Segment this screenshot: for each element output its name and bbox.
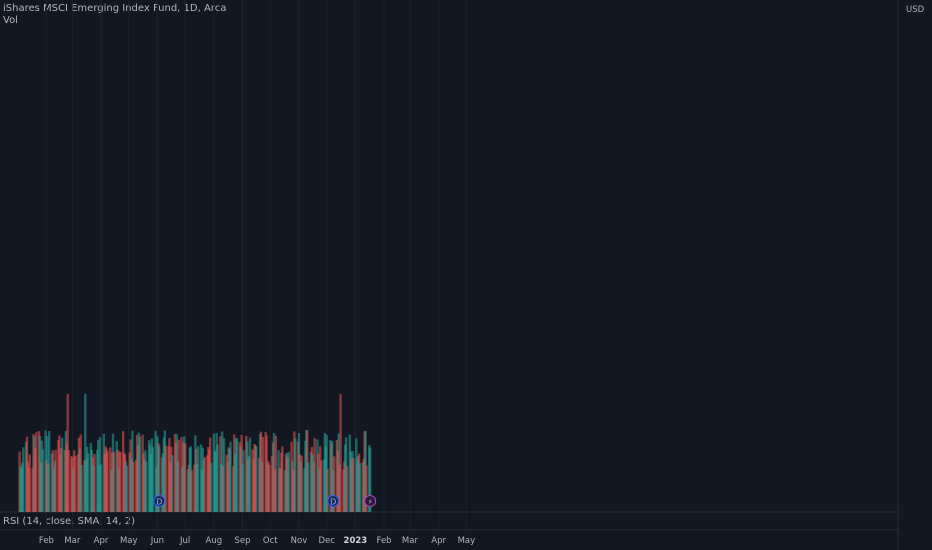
volume-bar	[22, 447, 25, 512]
volume-bar	[171, 454, 174, 512]
volume-bar	[300, 455, 303, 512]
grid	[45, 0, 467, 530]
volume-bar	[145, 461, 148, 512]
volume-bar	[41, 449, 44, 512]
time-tick-label: Sep	[235, 536, 251, 546]
symbol-title[interactable]: iShares MSCI Emerging Index Fund, 1D, Ar…	[3, 3, 227, 14]
volume-bar	[222, 438, 226, 512]
volume-bar	[332, 456, 336, 512]
volume-bar	[365, 465, 368, 512]
dividend-marker-icon	[153, 495, 166, 507]
volume-bar	[132, 461, 135, 512]
volume-bar	[248, 437, 252, 512]
chart-header: iShares MSCI Emerging Index Fund, 1D, Ar…	[3, 3, 226, 27]
event-markers: D D ⚡	[153, 495, 377, 507]
volume-bar	[307, 462, 310, 512]
volume-bar	[151, 447, 154, 512]
volume-bar	[209, 462, 213, 512]
time-tick-label: Mar	[402, 536, 419, 546]
volume-bar	[281, 446, 284, 512]
volume-bar	[60, 437, 64, 512]
time-tick-label: May	[458, 536, 476, 546]
volume-bar	[35, 432, 38, 512]
marker-label: ⚡	[367, 498, 373, 507]
marker-label: D	[156, 498, 162, 507]
volume-bar	[313, 438, 316, 512]
time-tick-label: May	[120, 536, 138, 546]
volume-bar	[203, 457, 206, 512]
volume-bar	[294, 438, 297, 512]
volume-bar	[368, 447, 372, 512]
volume-bar	[339, 394, 342, 512]
time-tick-label: Dec	[318, 536, 335, 546]
volume-bar	[242, 450, 245, 512]
dividend-marker-icon	[327, 495, 340, 507]
time-tick-label: Oct	[263, 536, 278, 546]
volume-bar	[235, 438, 239, 512]
volume-bar	[352, 458, 355, 512]
volume-bar	[177, 439, 180, 512]
time-tick-label: Apr	[94, 536, 109, 546]
time-tick-label: 2023	[344, 536, 368, 546]
time-tick-label: Jul	[179, 536, 190, 546]
volume-bar	[73, 455, 77, 512]
volume-bar	[255, 446, 258, 512]
time-tick-label: Aug	[206, 536, 223, 546]
volume-bar	[48, 430, 51, 512]
volume-bar	[345, 466, 349, 512]
volume-bar	[80, 464, 83, 512]
price-axis: USD32.0033.0034.0035.0036.0037.0038.0039…	[906, 5, 925, 15]
volume-bar	[99, 464, 103, 512]
volume-bar	[112, 451, 116, 512]
time-tick-label: Nov	[291, 536, 308, 546]
volume-bar	[287, 452, 290, 512]
volume-bar	[326, 468, 329, 512]
volume-bar	[358, 463, 362, 512]
time-axis: Feb Mar Apr May Jun Jul Aug Sep Oct Nov Dec 2023 Feb…	[39, 536, 475, 546]
currency-label: USD	[906, 5, 925, 15]
volume-bar	[274, 435, 278, 512]
volume-bar	[319, 460, 323, 512]
volume-bar	[84, 394, 87, 512]
split-marker-icon	[364, 495, 377, 507]
volume-bar	[164, 445, 167, 512]
volume-bar	[183, 443, 187, 512]
rsi-legend[interactable]: RSI (14, close, SMA, 14, 2)	[3, 516, 136, 527]
time-tick-label: Feb	[377, 536, 392, 546]
volume-bars	[18, 394, 372, 512]
time-tick-label: Feb	[39, 536, 54, 546]
volume-bar	[190, 469, 193, 512]
volume-bar	[54, 449, 57, 512]
volume-bar	[28, 454, 31, 512]
volume-bar	[268, 464, 271, 512]
volume-bar	[158, 445, 161, 512]
volume-bar	[119, 452, 122, 512]
volume-bar	[86, 453, 90, 512]
volume-legend[interactable]: Vol	[3, 15, 18, 26]
volume-bar	[229, 441, 232, 512]
volume-bar	[125, 465, 129, 512]
volume-bar	[216, 444, 219, 512]
time-tick-label: Jun	[150, 536, 164, 546]
volume-bar	[106, 451, 109, 512]
marker-label: D	[330, 498, 336, 507]
volume-bar	[138, 436, 142, 512]
time-tick-label: Apr	[431, 536, 446, 546]
volume-bar	[67, 450, 70, 512]
volume-bar	[261, 437, 265, 512]
volume-bar	[93, 453, 96, 512]
time-tick-label: Mar	[64, 536, 81, 546]
volume-bar	[196, 446, 200, 512]
